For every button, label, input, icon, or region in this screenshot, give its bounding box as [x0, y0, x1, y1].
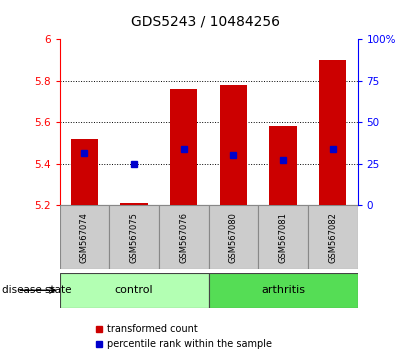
Text: GDS5243 / 10484256: GDS5243 / 10484256	[131, 14, 280, 28]
Bar	[208, 273, 358, 308]
Legend: transformed count, percentile rank within the sample: transformed count, percentile rank withi…	[95, 324, 272, 349]
Text: GSM567081: GSM567081	[279, 212, 288, 263]
Text: GSM567075: GSM567075	[129, 212, 139, 263]
Bar	[60, 205, 109, 269]
Bar	[109, 205, 159, 269]
Bar	[319, 60, 346, 205]
Text: GSM567080: GSM567080	[229, 212, 238, 263]
Bar	[208, 205, 258, 269]
Bar	[308, 205, 358, 269]
Bar	[60, 273, 209, 308]
Bar	[220, 85, 247, 205]
Bar	[170, 89, 197, 205]
Bar	[258, 205, 308, 269]
Text: control: control	[115, 285, 153, 295]
Bar	[71, 139, 98, 205]
Text: GSM567076: GSM567076	[179, 212, 188, 263]
Text: arthritis: arthritis	[261, 285, 305, 295]
Text: GSM567074: GSM567074	[80, 212, 89, 263]
Bar	[120, 203, 148, 205]
Bar	[270, 126, 297, 205]
Text: disease state: disease state	[2, 285, 72, 295]
Text: GSM567082: GSM567082	[328, 212, 337, 263]
Bar	[159, 205, 208, 269]
